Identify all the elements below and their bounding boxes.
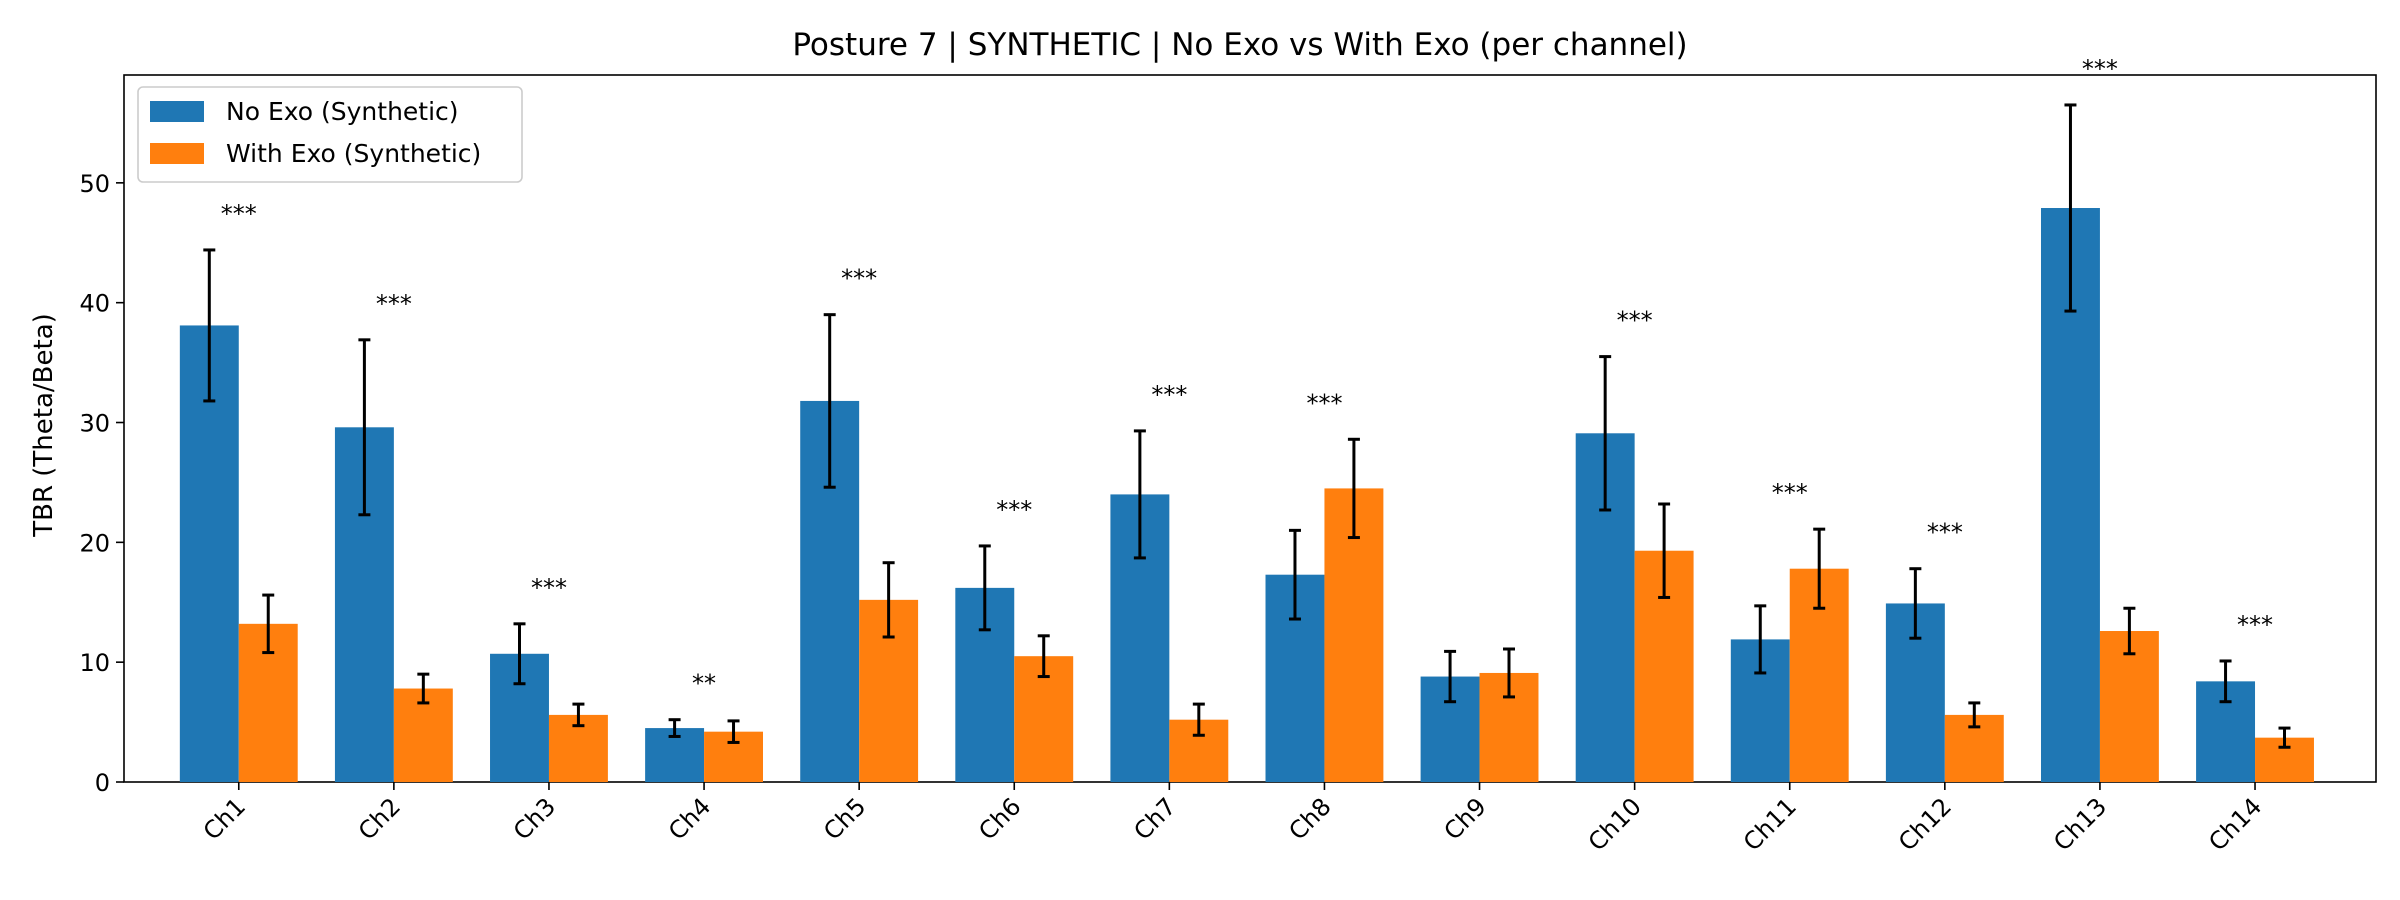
legend-swatch xyxy=(150,143,204,164)
significance-label: *** xyxy=(996,496,1032,524)
y-axis: 0 10 20 30 40 50 xyxy=(79,170,124,797)
legend-label: No Exo (Synthetic) xyxy=(226,97,459,126)
y-tick-label: 30 xyxy=(79,410,110,438)
x-tick-label: Ch10 xyxy=(1583,792,1647,856)
significance-label: *** xyxy=(1927,519,1963,547)
error-bars xyxy=(203,103,2291,749)
x-axis: Ch1 Ch2 Ch3 Ch4 Ch5 Ch6 Ch7 Ch8 Ch9 Ch10 Ch11 Ch12 C… xyxy=(198,782,2267,856)
x-tick-label: Ch7 xyxy=(1128,792,1181,845)
x-tick-label: Ch8 xyxy=(1283,792,1336,845)
significance-annotations: ******************** ****************** xyxy=(221,55,2273,698)
y-tick-label: 0 xyxy=(95,769,110,797)
significance-label: ** xyxy=(692,670,716,698)
significance-label: *** xyxy=(841,265,877,293)
x-tick-label: Ch13 xyxy=(2048,792,2112,856)
significance-label: *** xyxy=(1772,479,1808,507)
x-tick-label: Ch1 xyxy=(198,792,251,845)
chart-title: Posture 7 | SYNTHETIC | No Exo vs With E… xyxy=(792,27,1687,63)
y-axis-label: TBR (Theta/Beta) xyxy=(29,313,59,538)
plot-area xyxy=(123,74,2377,783)
y-tick-label: 20 xyxy=(79,529,110,557)
x-tick-label: Ch2 xyxy=(353,792,406,845)
legend-label: With Exo (Synthetic) xyxy=(226,139,481,168)
legend-swatch xyxy=(150,101,204,122)
x-tick-label: Ch6 xyxy=(973,792,1026,845)
significance-label: *** xyxy=(1306,389,1342,417)
x-tick-label: Ch9 xyxy=(1439,792,1492,845)
bars xyxy=(179,208,2314,783)
legend-box xyxy=(137,86,523,183)
x-tick-label: Ch4 xyxy=(663,792,716,845)
significance-label: *** xyxy=(376,290,412,318)
plot-frame xyxy=(123,74,2377,783)
significance-label: *** xyxy=(531,574,567,602)
x-tick-label: Ch11 xyxy=(1738,792,1802,856)
y-tick-label: 40 xyxy=(79,290,110,318)
significance-label: *** xyxy=(2237,611,2273,639)
significance-label: *** xyxy=(221,200,257,228)
significance-label: *** xyxy=(1151,381,1187,409)
x-tick-label: Ch14 xyxy=(2203,792,2267,856)
x-tick-label: Ch12 xyxy=(1893,792,1957,856)
bar-with-exo xyxy=(2099,631,2159,782)
x-tick-label: Ch3 xyxy=(508,792,561,845)
y-tick-label: 10 xyxy=(79,649,110,677)
legend: No Exo (Synthetic) With Exo (Synthetic) xyxy=(137,86,523,183)
significance-label: *** xyxy=(2082,55,2118,83)
significance-label: *** xyxy=(1617,307,1653,335)
y-tick-label: 50 xyxy=(79,170,110,198)
x-tick-label: Ch5 xyxy=(818,792,871,845)
